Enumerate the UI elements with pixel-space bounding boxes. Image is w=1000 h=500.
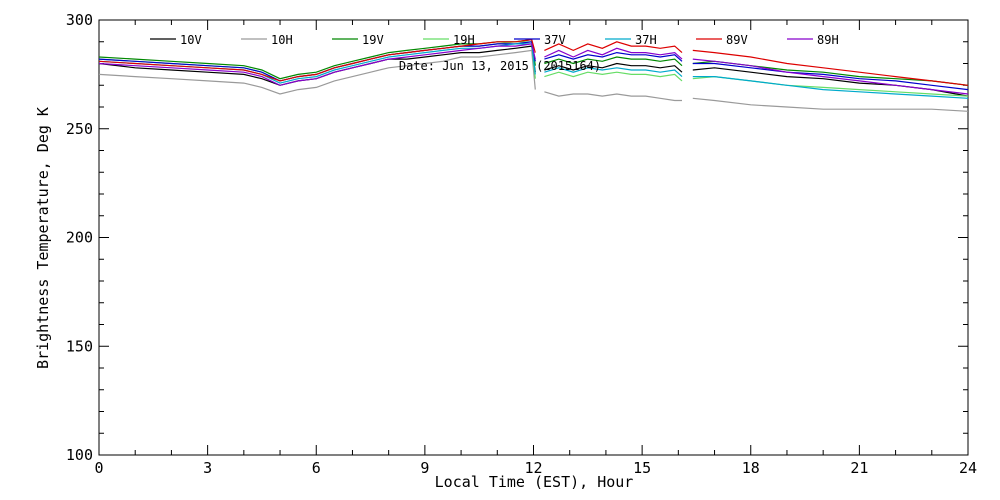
axis-ticks (98, 19, 969, 456)
axis-tick-labels: 0 3 6 9 12 15 18 21 24 100 150 200 250 300 (66, 11, 977, 477)
x-tick-label: 12 (524, 459, 542, 477)
legend: 10V 10H 19V 19H 37V 37H 89V 89H (150, 33, 839, 47)
y-tick-label: 300 (66, 11, 93, 29)
x-tick-label: 0 (94, 459, 103, 477)
legend-label: 10V (180, 33, 202, 47)
y-tick-label: 200 (66, 229, 93, 247)
x-tick-label: 24 (959, 459, 977, 477)
x-tick-label: 6 (312, 459, 321, 477)
x-tick-label: 21 (850, 459, 868, 477)
x-axis-label: Local Time (EST), Hour (435, 473, 634, 491)
x-tick-label: 18 (742, 459, 760, 477)
x-tick-label: 15 (633, 459, 651, 477)
series-lines (98, 38, 969, 112)
legend-label: 19V (362, 33, 384, 47)
y-tick-label: 150 (66, 337, 93, 355)
x-tick-label: 3 (203, 459, 212, 477)
legend-label: 89V (726, 33, 748, 47)
series-line-89v (98, 38, 969, 86)
series-line-89h (98, 43, 969, 95)
x-tick-label: 9 (420, 459, 429, 477)
y-tick-label: 250 (66, 120, 93, 138)
legend-label: 37V (544, 33, 566, 47)
y-axis-label: Brightness Temperature, Deg K (34, 107, 52, 369)
y-tick-label: 100 (66, 446, 93, 464)
legend-label: 37H (635, 33, 657, 47)
legend-label: 10H (271, 33, 293, 47)
series-line-10h (98, 49, 969, 112)
legend-label: 89H (817, 33, 839, 47)
legend-label: 19H (453, 33, 475, 47)
date-annotation: Date: Jun 13, 2015 (2015164) (399, 59, 601, 73)
plot-frame (98, 19, 969, 456)
